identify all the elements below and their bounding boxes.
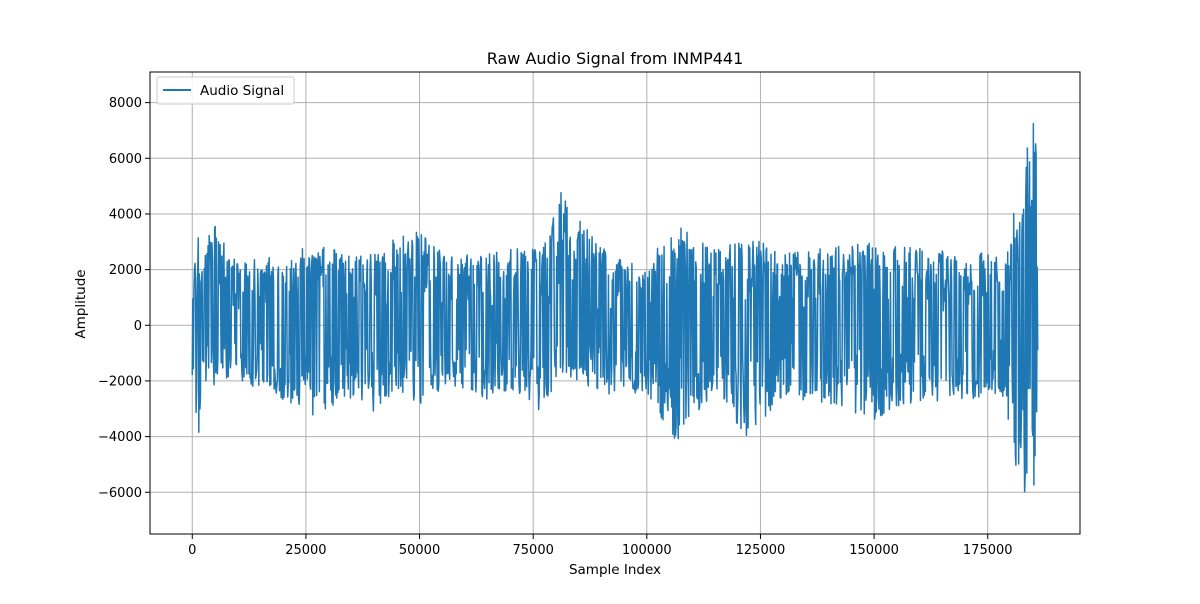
y-tick-label: 6000 [109,152,142,167]
y-tick-label: −6000 [98,486,142,501]
legend-box [156,76,295,105]
audio-signal-line [191,122,1039,493]
chart-title: Raw Audio Signal from INMP441 [487,49,744,68]
plot-area [191,122,1039,493]
y-axis-label: Amplitude [73,269,89,338]
x-axis-label: Sample Index [569,562,661,578]
y-tick-label: 2000 [109,263,142,278]
x-tick-label: 50000 [399,543,440,558]
y-tick-label: 0 [134,319,142,334]
x-tick-label: 175000 [963,543,1013,558]
x-tick-label: 0 [188,543,196,558]
axes-frame [149,71,1081,535]
x-tick-label: 150000 [849,543,899,558]
x-tick-label: 25000 [285,543,326,558]
y-tick-label: −2000 [98,374,142,389]
axes: 0 25000 50000 75000 100000 125000 150000 175000… [98,71,1081,558]
y-tick-label: −4000 [98,430,142,445]
x-tick-label: 125000 [736,543,786,558]
legend-entry-label: Audio Signal [200,83,284,99]
y-tick-label: 4000 [109,207,142,222]
y-tick-label: 8000 [109,96,142,111]
x-tick-label: 100000 [622,543,672,558]
legend: Audio Signal [156,76,295,105]
x-tick-label: 75000 [513,543,554,558]
